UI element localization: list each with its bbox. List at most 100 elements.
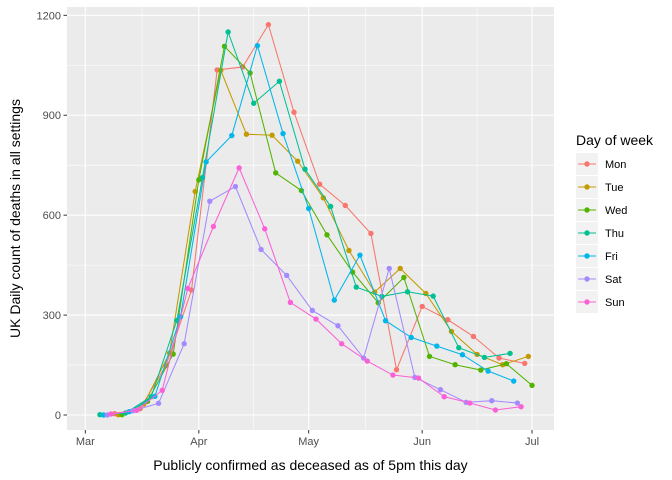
data-point-sun [441,393,447,400]
legend-label-fri: Fri [605,251,618,263]
data-point-sun [185,285,191,292]
y-tick-label: 1200 [37,10,61,22]
series-sat [104,183,521,418]
data-point-sat [309,307,316,314]
x-tick-label: Apr [190,436,207,448]
legend-item-tue: Tue [576,176,624,198]
x-axis: Mar Apr May Jun Jul [76,430,539,448]
data-point-sun [287,299,294,306]
legend-item-sun: Sun [576,291,625,313]
data-point-sun [390,372,396,378]
data-point-sat [207,198,213,204]
data-point-thu [327,203,334,210]
y-axis: 0 300 600 900 1200 [37,10,67,422]
legend-item-fri: Fri [576,245,618,267]
data-point-mon [445,317,451,323]
x-tick-label: Jul [525,436,539,448]
legend: Day of week Mon Tue Wed Thu Fri Sat Sun [576,132,654,313]
legend-label-wed: Wed [605,205,627,217]
data-point-mon [291,109,297,115]
data-point-tue [320,195,327,201]
data-point-sun [415,375,422,381]
y-tick-label: 0 [55,410,61,422]
legend-label-thu: Thu [605,228,624,240]
data-point-mon [496,355,502,361]
x-axis-title: Publicly confirmed as deceased as of 5pm… [153,457,467,473]
data-point-mon [470,333,477,340]
data-point-thu [276,78,283,84]
data-point-sun [108,411,114,417]
data-point-sat [232,183,239,190]
data-point-thu [225,29,231,35]
data-point-sun [159,387,165,394]
data-point-fri [203,159,209,165]
data-point-sun [518,403,524,410]
legend-item-thu: Thu [576,222,624,244]
data-point-sat [258,246,264,253]
data-point-wed [273,170,279,176]
data-point-thu [353,284,359,290]
legend-key-point [584,299,590,305]
series-thu [97,29,513,418]
data-point-wed [324,232,330,238]
y-tick-label: 600 [43,210,61,222]
data-point-sun [236,165,242,171]
x-tick-label: May [298,436,319,448]
data-point-thu [507,350,513,357]
y-tick-label: 300 [43,310,61,322]
legend-title: Day of week [576,132,654,148]
data-point-fri [382,318,389,324]
series-fri [100,42,517,418]
legend-item-sat: Sat [576,268,622,290]
legend-key-point [584,253,590,259]
legend-label-mon: Mon [605,159,626,171]
data-point-wed [529,382,535,389]
data-point-sat [386,265,392,272]
data-point-sat [335,323,341,329]
series-tue [115,67,532,418]
data-point-thu [481,354,488,361]
legend-label-sat: Sat [605,274,622,286]
data-point-sun [210,223,217,230]
data-point-fri [254,42,261,49]
y-axis-title: UK Daily count of deaths in all settings [7,99,23,338]
data-point-sun [467,400,473,406]
data-point-thu [404,289,411,295]
legend-item-mon: Mon [576,153,626,175]
legend-label-tue: Tue [605,182,624,194]
series-sun [108,165,524,417]
data-point-sun [262,226,268,232]
data-point-fri [511,378,517,384]
data-point-wed [401,274,407,281]
minor-gridlines [67,7,554,430]
legend-items: Mon Tue Wed Thu Fri Sat Sun [576,153,627,313]
legend-key-point [584,276,590,282]
data-point-fri [408,334,414,341]
data-point-sun [364,358,370,364]
legend-key-point [584,207,590,213]
data-point-tue [346,247,352,254]
legend-key-point [584,230,590,236]
data-point-sat [514,400,521,406]
data-point-fri [305,205,312,212]
series-mon [111,21,528,417]
data-point-fri [280,130,286,137]
legend-key-point [584,161,590,167]
data-point-sat [181,341,187,347]
legend-label-sun: Sun [605,297,625,309]
data-point-fri [357,252,363,258]
data-point-mon [316,181,323,187]
legend-item-wed: Wed [576,199,627,221]
data-point-thu [430,293,436,299]
data-point-fri [485,368,491,374]
data-point-thu [174,317,180,324]
series-layer [97,21,535,418]
data-point-fri [331,297,337,303]
data-point-sat [489,397,495,404]
data-point-wed [478,367,484,373]
data-point-sat [155,400,162,407]
data-point-sat [437,387,444,393]
data-point-sun [492,407,499,413]
data-point-sun [313,316,319,322]
